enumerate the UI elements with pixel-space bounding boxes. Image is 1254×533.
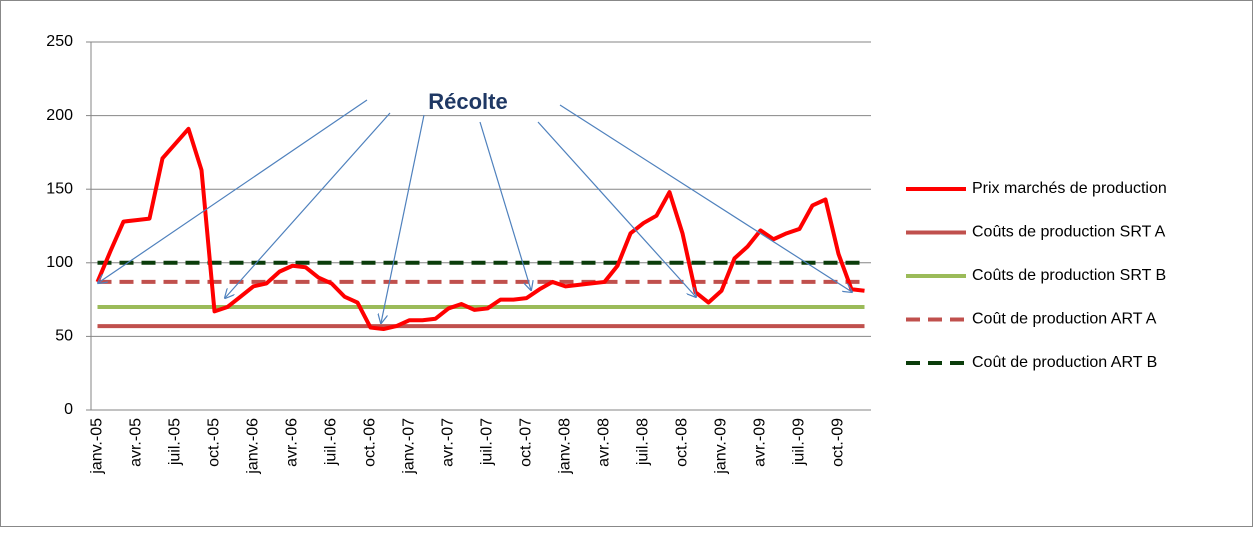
x-tick-label: oct.-06: [362, 418, 379, 467]
x-tick-label: avr.-07: [440, 418, 457, 467]
x-tick-label: janv.-05: [89, 418, 106, 475]
legend-label: Coûts de production SRT B: [972, 267, 1166, 284]
x-tick-label: juil.-09: [791, 418, 808, 466]
x-tick-label: oct.-07: [518, 418, 535, 467]
legend-label: Coût de production ART A: [972, 311, 1157, 328]
arrow: [559, 104, 852, 292]
x-tick-label: juil.-05: [167, 418, 184, 466]
x-tick-label: oct.-09: [830, 418, 847, 467]
x-tick-label: avr.-08: [596, 418, 613, 467]
y-tick-label: 200: [46, 107, 73, 124]
annotation: Récolte: [428, 89, 507, 114]
legend-label: Prix marchés de production: [972, 180, 1167, 197]
annotation-arrows: [98, 99, 852, 323]
x-tick-label: juil.-07: [479, 418, 496, 466]
arrow: [537, 121, 696, 297]
x-tick-label: juil.-06: [323, 418, 340, 466]
y-tick-label: 50: [55, 328, 73, 345]
arrow: [225, 112, 391, 298]
x-tick-label: janv.-09: [713, 418, 730, 475]
x-tick-label: janv.-06: [245, 418, 262, 475]
x-tick-label: avr.-06: [284, 418, 301, 467]
x-tick-label: oct.-05: [206, 418, 223, 467]
plot-area: 0 50 100 150 200 250 janv.-05 avr.-05 juil.-05 oc…: [46, 33, 871, 475]
series-line: [95, 126, 865, 332]
x-tick-label: janv.-08: [557, 418, 574, 475]
x-tick-label: juil.-08: [635, 418, 652, 466]
arrow: [479, 121, 531, 290]
arrow: [381, 114, 425, 323]
x-tick-label: oct.-08: [674, 418, 691, 467]
y-tick-label: 100: [46, 254, 73, 271]
arrow: [98, 99, 368, 283]
legend-label: Coût de production ART B: [972, 354, 1157, 371]
x-tick-label: avr.-09: [752, 418, 769, 467]
y-tick-label: 0: [64, 401, 73, 418]
y-tick-label: 150: [46, 180, 73, 197]
x-tick-label: avr.-05: [128, 418, 145, 467]
legend-label: Coûts de production SRT A: [972, 224, 1166, 241]
y-tick-label: 250: [46, 33, 73, 50]
x-tick-label: janv.-07: [401, 418, 418, 475]
